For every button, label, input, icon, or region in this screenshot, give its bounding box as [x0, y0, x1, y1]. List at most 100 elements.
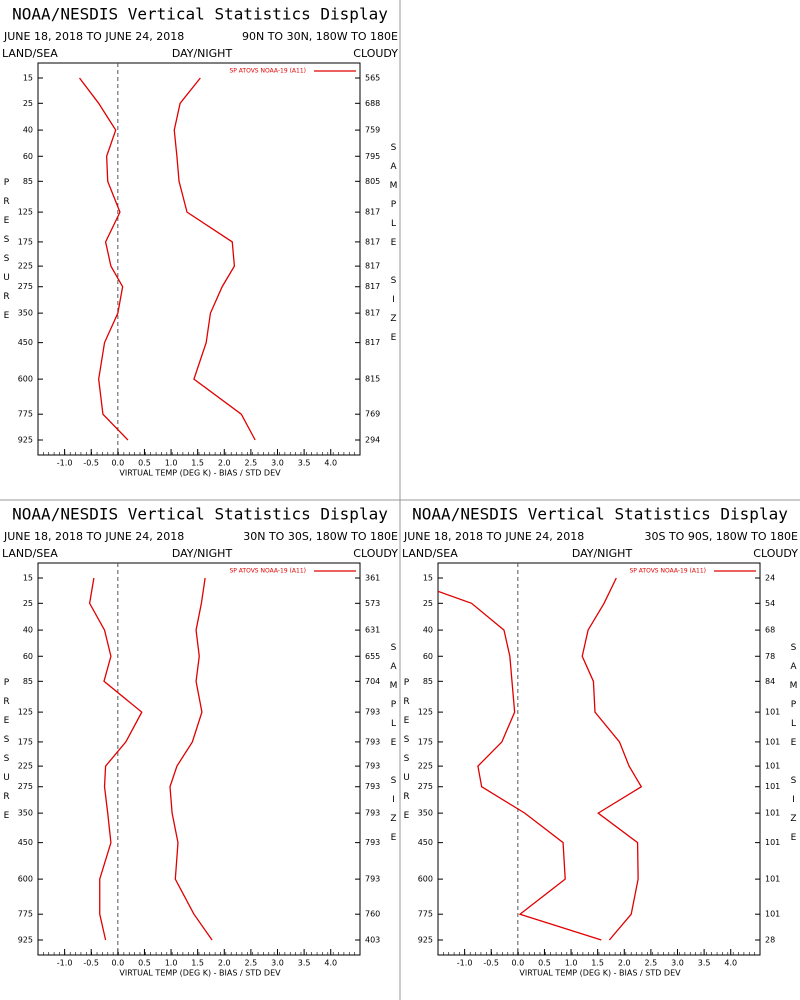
sample-size: 294 — [365, 436, 380, 445]
center-label: DAY/NIGHT — [572, 547, 633, 560]
y2-axis-label: SAMPLE SIZE — [389, 643, 399, 852]
sample-size: 817 — [365, 309, 380, 318]
left-label: LAND/SEA — [2, 547, 58, 560]
bias-line — [78, 77, 129, 441]
sample-size: 101 — [765, 809, 780, 818]
x-tick-label: -0.5 — [83, 459, 99, 468]
sample-size: 793 — [365, 737, 380, 746]
y-tick-label: 275 — [418, 782, 433, 791]
y-tick-label: 350 — [18, 809, 33, 818]
y-tick-label: 25 — [23, 99, 33, 108]
sample-size: 78 — [765, 652, 775, 661]
sample-size: 101 — [765, 782, 780, 791]
x-tick-label: 3.0 — [271, 459, 284, 468]
chart-title: NOAA/NESDIS Vertical Statistics Display — [12, 5, 388, 24]
y-tick-label: 60 — [423, 652, 433, 661]
date-range: JUNE 18, 2018 TO JUNE 24, 2018 — [3, 30, 184, 43]
y-tick-label: 450 — [18, 838, 33, 847]
y-tick-label: 25 — [23, 599, 33, 608]
y-tick-label: 925 — [418, 936, 433, 945]
panel: NOAA/NESDIS Vertical Statistics Display J… — [2, 505, 399, 978]
x-tick-label: 1.0 — [165, 959, 178, 968]
chart-title: NOAA/NESDIS Vertical Statistics Display — [412, 505, 788, 524]
x-tick-label: 4.0 — [324, 459, 337, 468]
x-tick-label: -1.0 — [57, 959, 73, 968]
y-tick-label: 40 — [23, 626, 33, 635]
sample-size: 24 — [765, 574, 775, 583]
sample-size: 793 — [365, 782, 380, 791]
y-axis-label: PRESSURE — [2, 178, 12, 330]
sample-size: 704 — [365, 677, 380, 686]
sample-size: 54 — [765, 599, 775, 608]
y-tick-label: 15 — [23, 574, 33, 583]
y-tick-label: 60 — [23, 152, 33, 161]
sample-size: 655 — [365, 652, 380, 661]
y-tick-label: 350 — [18, 309, 33, 318]
y-tick-label: 275 — [18, 282, 33, 291]
y-tick-label: 225 — [418, 762, 433, 771]
sample-size: 688 — [365, 99, 380, 108]
y-tick-label: 225 — [18, 262, 33, 271]
sample-size: 793 — [365, 762, 380, 771]
legend-label: SP ATOVS NOAA-19 (A11) — [229, 68, 306, 75]
left-label: LAND/SEA — [2, 47, 58, 60]
std-dev-line — [581, 577, 643, 941]
sample-size: 817 — [365, 338, 380, 347]
std-dev-line — [169, 577, 213, 941]
x-axis-label: VIRTUAL TEMP (DEG K) - BIAS / STD DEV — [519, 969, 681, 978]
x-tick-label: 2.5 — [245, 459, 258, 468]
x-tick-label: 1.5 — [191, 459, 204, 468]
x-tick-label: 0.0 — [111, 959, 124, 968]
sample-size: 793 — [365, 809, 380, 818]
sample-size: 793 — [365, 838, 380, 847]
bias-line — [88, 577, 143, 941]
x-tick-label: -1.0 — [57, 459, 73, 468]
y-tick-label: 775 — [418, 910, 433, 919]
y-tick-label: 60 — [23, 652, 33, 661]
sample-size: 793 — [365, 708, 380, 717]
date-range: JUNE 18, 2018 TO JUNE 24, 2018 — [3, 530, 184, 543]
region: 90N TO 30N, 180W TO 180E — [242, 30, 398, 43]
y-tick-label: 40 — [23, 126, 33, 135]
y-tick-label: 775 — [18, 410, 33, 419]
y-tick-label: 925 — [18, 436, 33, 445]
x-tick-label: 2.0 — [218, 959, 231, 968]
plot-frame — [437, 562, 761, 956]
bias-line — [438, 590, 602, 941]
y-tick-label: 125 — [18, 208, 33, 217]
sample-size: 84 — [765, 677, 775, 686]
x-tick-label: 2.5 — [645, 959, 658, 968]
std-dev-line — [173, 77, 256, 441]
region: 30N TO 30S, 180W TO 180E — [243, 530, 398, 543]
y-tick-label: 125 — [418, 708, 433, 717]
sample-size: 769 — [365, 410, 380, 419]
sample-size: 793 — [365, 875, 380, 884]
right-label: CLOUDY — [353, 547, 398, 560]
sample-size: 101 — [765, 737, 780, 746]
sample-size: 101 — [765, 910, 780, 919]
sample-size: 817 — [365, 282, 380, 291]
x-tick-label: -0.5 — [83, 959, 99, 968]
left-label: LAND/SEA — [402, 547, 458, 560]
x-axis-label: VIRTUAL TEMP (DEG K) - BIAS / STD DEV — [119, 469, 281, 478]
y-tick-label: 85 — [423, 677, 433, 686]
sample-size: 805 — [365, 177, 380, 186]
y-tick-label: 600 — [418, 875, 433, 884]
sample-size: 28 — [765, 936, 775, 945]
center-label: DAY/NIGHT — [172, 47, 233, 60]
x-tick-label: 1.5 — [591, 959, 604, 968]
x-tick-label: 2.5 — [245, 959, 258, 968]
panel: NOAA/NESDIS Vertical Statistics Display J… — [2, 5, 399, 478]
y-axis-label: PRESSURE — [402, 678, 412, 830]
sample-size: 573 — [365, 599, 380, 608]
x-tick-label: 0.0 — [511, 959, 524, 968]
sample-size: 101 — [765, 762, 780, 771]
x-tick-label: 1.0 — [165, 459, 178, 468]
x-tick-label: 0.5 — [138, 459, 151, 468]
y2-axis-label: SAMPLE SIZE — [789, 643, 799, 852]
y-tick-label: 450 — [418, 838, 433, 847]
y-tick-label: 85 — [23, 177, 33, 186]
y-tick-label: 600 — [18, 375, 33, 384]
